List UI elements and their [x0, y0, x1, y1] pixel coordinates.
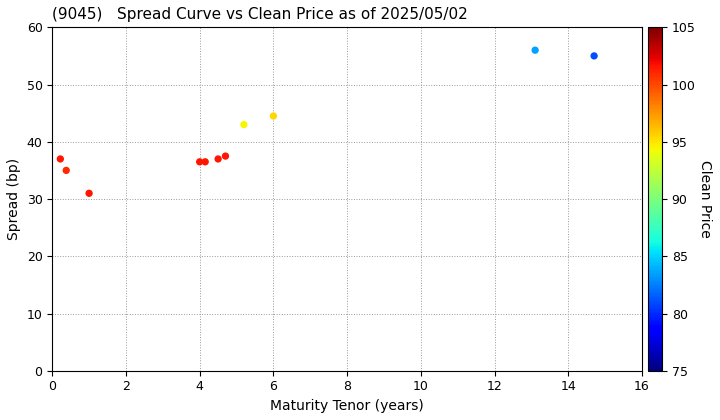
Point — [588, 52, 600, 59]
Text: (9045)   Spread Curve vs Clean Price as of 2025/05/02: (9045) Spread Curve vs Clean Price as of… — [53, 7, 468, 22]
Point — [212, 155, 224, 162]
Point — [194, 158, 205, 165]
Y-axis label: Spread (bp): Spread (bp) — [7, 158, 21, 240]
X-axis label: Maturity Tenor (years): Maturity Tenor (years) — [270, 399, 424, 413]
Point — [84, 190, 95, 197]
Point — [60, 167, 72, 174]
Y-axis label: Clean Price: Clean Price — [698, 160, 712, 238]
Point — [238, 121, 250, 128]
Point — [220, 153, 231, 160]
Point — [199, 158, 211, 165]
Point — [55, 155, 66, 162]
Point — [268, 113, 279, 119]
Point — [529, 47, 541, 53]
